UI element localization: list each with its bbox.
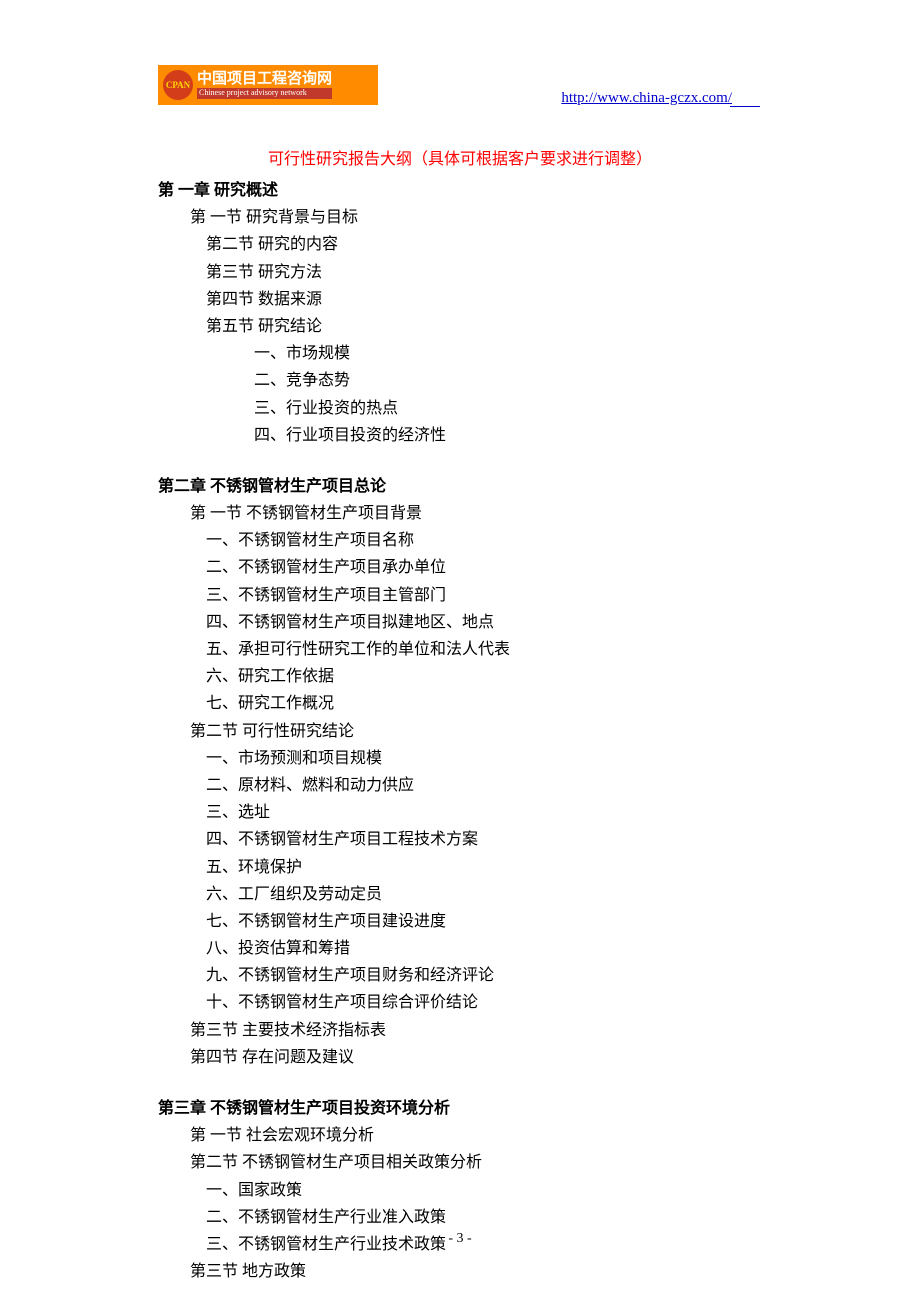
ch3-section-3: 第三节 地方政策 [190,1258,762,1285]
outline-title: 可行性研究报告大纲（具体可根据客户要求进行调整） [158,145,762,169]
ch2-section-2: 第二节 可行性研究结论 [190,718,762,745]
ch3-section-1: 第 一节 社会宏观环境分析 [190,1122,762,1149]
ch2-section-3: 第三节 主要技术经济指标表 [190,1017,762,1044]
ch1-section-4: 第四节 数据来源 [206,286,762,313]
ch2-s2-item-6: 六、工厂组织及劳动定员 [206,881,762,908]
chapter-2-title: 第二章 不锈钢管材生产项目总论 [158,473,762,500]
chapter-1-title: 第 一章 研究概述 [158,177,762,204]
logo-mark-icon: CPAN [163,70,193,100]
ch2-s2-item-5: 五、环境保护 [206,854,762,881]
ch2-s1-item-6: 六、研究工作依据 [206,663,762,690]
ch1-section-5: 第五节 研究结论 [206,313,762,340]
ch2-s1-item-2: 二、不锈钢管材生产项目承办单位 [206,554,762,581]
ch2-s2-item-7: 七、不锈钢管材生产项目建设进度 [206,908,762,935]
ch2-s2-item-1: 一、市场预测和项目规模 [206,745,762,772]
ch2-s1-item-4: 四、不锈钢管材生产项目拟建地区、地点 [206,609,762,636]
chapter-3-title: 第三章 不锈钢管材生产项目投资环境分析 [158,1095,762,1122]
ch1-item-4: 四、行业项目投资的经济性 [254,422,762,449]
ch2-s2-item-8: 八、投资估算和筹措 [206,935,762,962]
ch2-s1-item-1: 一、不锈钢管材生产项目名称 [206,527,762,554]
ch2-s2-item-10: 十、不锈钢管材生产项目综合评价结论 [206,989,762,1016]
ch3-section-2: 第二节 不锈钢管材生产项目相关政策分析 [190,1149,762,1176]
ch2-section-1: 第 一节 不锈钢管材生产项目背景 [190,500,762,527]
ch1-item-3: 三、行业投资的热点 [254,395,762,422]
ch2-section-4: 第四节 存在问题及建议 [190,1044,762,1071]
ch2-s2-item-4: 四、不锈钢管材生产项目工程技术方案 [206,826,762,853]
ch1-section-3: 第三节 研究方法 [206,259,762,286]
document-content: 可行性研究报告大纲（具体可根据客户要求进行调整） 第 一章 研究概述 第 一节 … [158,145,762,1285]
ch1-section-1: 第 一节 研究背景与目标 [190,204,762,231]
ch2-s1-item-7: 七、研究工作概况 [206,690,762,717]
header-url-link[interactable]: http://www.china-gczx.com/ [561,90,760,107]
ch2-s1-item-5: 五、承担可行性研究工作的单位和法人代表 [206,636,762,663]
ch1-item-2: 二、竞争态势 [254,367,762,394]
ch3-s2-item-2: 二、不锈钢管材生产行业准入政策 [206,1204,762,1231]
ch1-section-2: 第二节 研究的内容 [206,231,762,258]
ch2-s2-item-9: 九、不锈钢管材生产项目财务和经济评论 [206,962,762,989]
ch2-s2-item-2: 二、原材料、燃料和动力供应 [206,772,762,799]
logo-cn-text: 中国项目工程咨询网 [197,71,332,88]
ch3-s2-item-1: 一、国家政策 [206,1177,762,1204]
ch1-item-1: 一、市场规模 [254,340,762,367]
logo-banner: CPAN 中国项目工程咨询网 Chinese project advisory … [158,65,378,105]
logo-en-text: Chinese project advisory network [197,88,332,99]
logo-text-wrap: 中国项目工程咨询网 Chinese project advisory netwo… [197,71,332,98]
ch2-s2-item-3: 三、选址 [206,799,762,826]
page-number: - 3 - [0,1231,920,1247]
ch2-s1-item-3: 三、不锈钢管材生产项目主管部门 [206,582,762,609]
